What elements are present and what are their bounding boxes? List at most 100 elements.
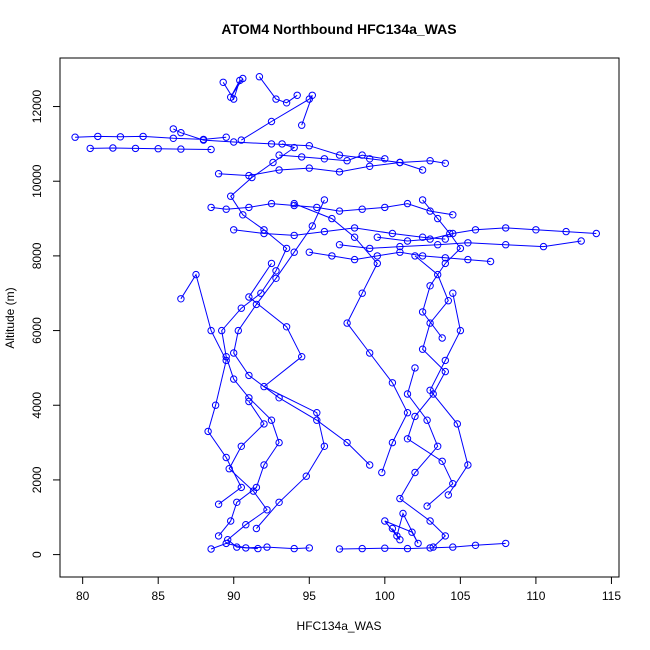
data-point [426,319,434,327]
data-point [381,203,389,212]
data-point [350,255,359,264]
data-point [230,375,238,383]
series-18 [275,151,389,165]
data-point [502,241,510,249]
data-point [403,409,412,417]
data-point [320,227,329,236]
data-point [335,241,344,249]
data-point [293,91,301,100]
data-point [252,300,261,309]
data-point [429,543,437,551]
data-point [313,409,321,417]
data-point [214,170,223,178]
series-line [406,255,454,507]
data-point [267,140,276,148]
series-11 [245,259,329,533]
data-point [343,438,351,447]
data-point [131,144,140,153]
series-line [248,263,325,529]
data-point [267,199,276,208]
data-point [169,134,178,143]
data-point [290,248,298,256]
x-tick-label: 105 [450,589,470,603]
data-point [418,196,427,204]
series-line [241,94,313,141]
data-point [441,254,449,262]
data-point [230,349,238,357]
data-point [320,155,329,163]
data-point [335,151,344,159]
data-point [418,345,427,353]
data-point [426,157,434,165]
data-point [272,267,280,275]
data-point [313,416,321,424]
data-point [434,214,442,223]
data-point [434,270,442,279]
data-point [139,132,147,141]
data-point [227,517,235,525]
data-point [305,544,313,552]
data-point [438,457,446,465]
y-tick-label: 0 [30,551,44,558]
series-line [218,161,423,177]
data-point [222,356,230,365]
data-point [222,539,230,548]
data-point [423,502,431,510]
data-point [225,465,233,473]
data-point [388,438,397,447]
data-point [222,205,230,213]
data-point [381,517,389,525]
data-point [275,438,283,447]
data-point [335,207,344,215]
data-point [335,168,344,176]
series-line [180,273,242,505]
x-tick-label: 95 [303,589,317,603]
data-point [350,224,359,232]
data-point [366,162,374,171]
y-tick-label: 6000 [30,317,44,344]
series-10 [335,539,510,553]
series-4 [86,144,215,154]
series-line [210,542,310,550]
y-axis-label: Altitude (m) [3,287,17,348]
series-14 [230,224,449,243]
data-point [328,252,336,260]
data-point [471,541,480,549]
data-point [426,386,434,394]
data-point [177,295,185,303]
series-layer [71,73,600,553]
data-point [328,214,336,223]
data-point [154,145,162,153]
data-point [464,461,472,469]
data-point [254,544,262,553]
data-point [214,500,223,508]
data-point [305,164,313,172]
data-point [335,545,344,553]
data-point [414,539,422,548]
data-point [464,255,472,264]
data-point [245,203,253,212]
data-point [199,136,208,144]
data-point [426,235,434,243]
x-tick-label: 85 [152,589,166,603]
data-point [275,166,283,174]
data-point [207,326,215,335]
data-point [177,129,185,137]
series-25 [396,364,449,551]
y-axis: 0 2000 4000 6000 8000 10000 12000 [30,90,61,558]
x-tick-label: 80 [76,589,90,603]
data-point [366,349,374,357]
data-point [434,241,442,249]
data-point [245,371,253,380]
data-point [502,224,510,232]
series-line [339,240,582,249]
data-point [239,74,247,83]
data-point [230,226,238,234]
data-point [373,233,381,241]
data-point [562,227,570,236]
data-point [411,468,419,477]
series-15 [177,270,246,508]
data-point [418,233,427,241]
series-20 [255,73,301,107]
